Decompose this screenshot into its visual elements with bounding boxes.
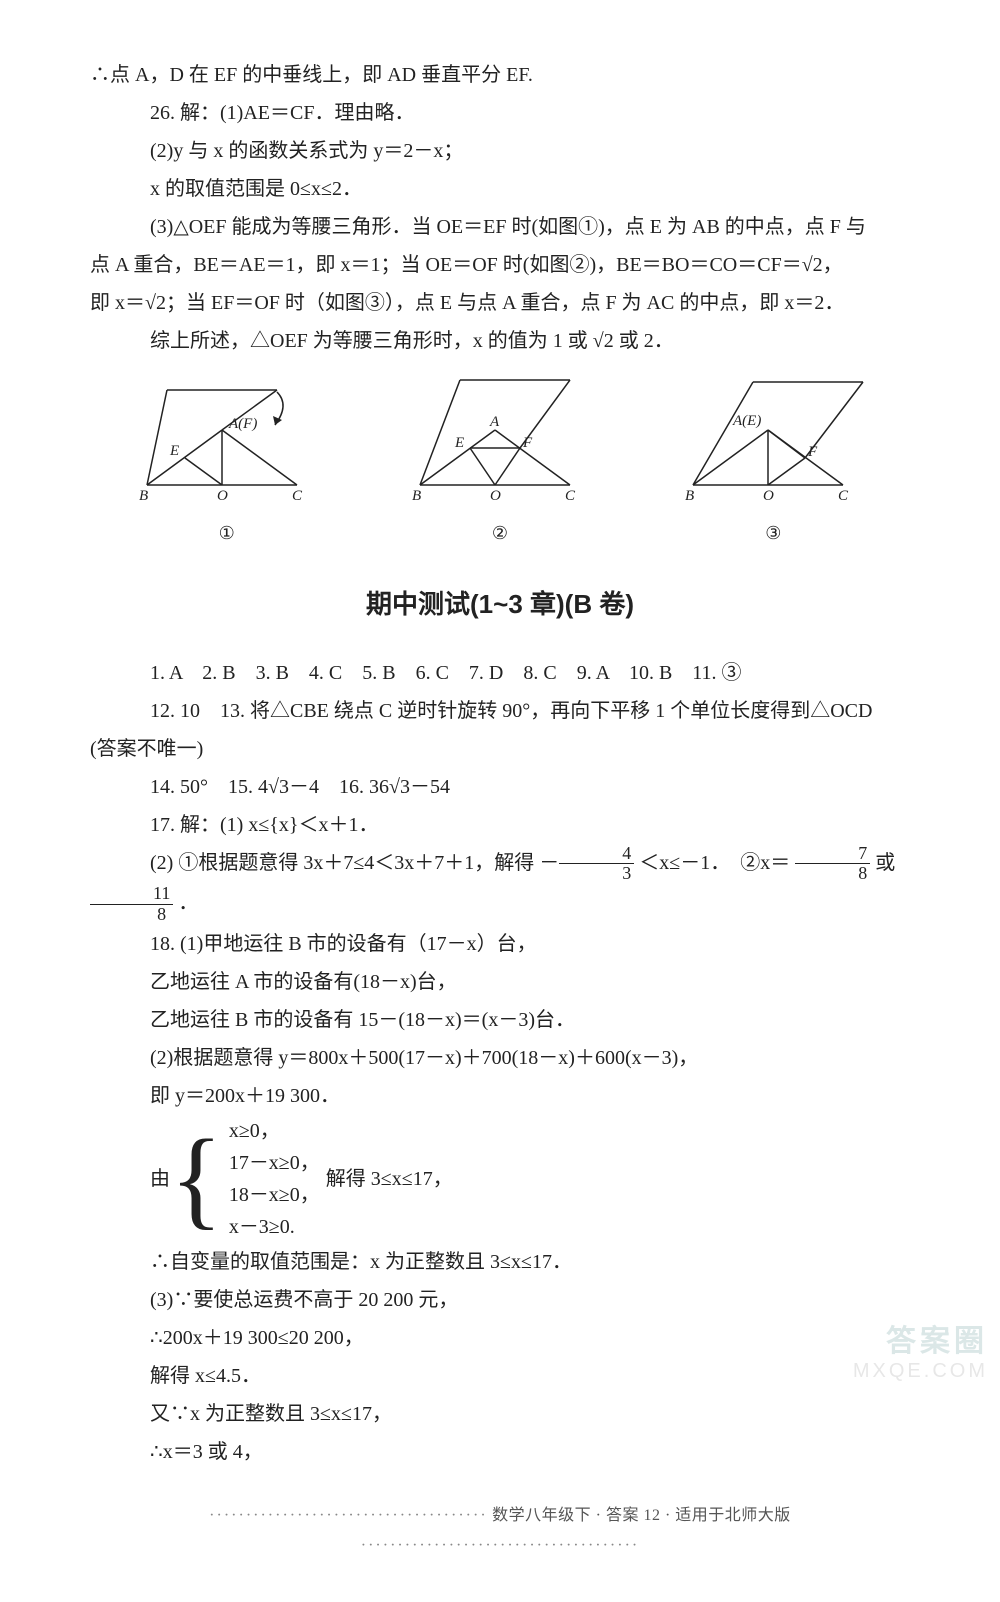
brace-lead: 由 [150,1160,170,1198]
minus-sign: － [539,852,559,874]
answer-line: (2) ①根据题意得 3x＋7≤4＜3x＋7＋1，解得 －43 ＜x≤－1． ②… [90,844,910,925]
watermark-line2: MXQE.COM [853,1360,988,1383]
brace-item: 18－x≥0， [229,1179,320,1211]
diagram-label-O: O [217,488,228,504]
answer-line: ∴x＝3 或 4， [90,1433,910,1471]
answer-line: 1. A 2. B 3. B 4. C 5. B 6. C 7. D 8. C … [90,654,910,692]
numerator: 11 [90,884,173,905]
page: ∴点 A，D 在 EF 的中垂线上，即 AD 垂直平分 EF. 26. 解：(1… [0,0,1000,1602]
brace-item: 17－x≥0， [229,1147,320,1179]
answer-line: ∴200x＋19 300≤20 200， [90,1319,910,1357]
answer-line: (3)∵要使总运费不高于 20 200 元， [90,1281,910,1319]
answer-line: 即 y＝200x＋19 300． [90,1077,910,1115]
diagram-label-E: E [454,435,464,451]
brace-content: x≥0， 17－x≥0， 18－x≥0， x－3≥0. [229,1115,320,1243]
footer-dots: ······································ [361,1537,639,1554]
diagram-label-O: O [763,488,774,504]
watermark-line1: 答案圈 [853,1316,988,1360]
brace-tail: 解得 3≤x≤17， [326,1160,453,1198]
diagram-label-A: A(E) [732,413,761,429]
answer-line: 18. (1)甲地运往 B 市的设备有（17－x）台， [90,925,910,963]
diagram-label-A: A [489,414,500,430]
brace-icon: { [170,1129,223,1228]
diagram-label-B: B [412,488,421,504]
diagram-label-B: B [139,488,148,504]
diagram-caption: ③ [673,516,873,550]
denominator: 8 [795,864,870,884]
diagram-label-A: A(F) [228,416,257,432]
text-line: 26. 解：(1)AE＝CF．理由略． [90,94,910,132]
answer-line: 12. 10 13. 将△CBE 绕点 C 逆时针旋转 90°，再向下平移 1 … [90,692,910,730]
text-line: (3)△OEF 能成为等腰三角形．当 OE＝EF 时(如图①)，点 E 为 AB… [90,208,910,246]
diagram-row: A(F) E B O C ① [90,370,910,550]
answer-line: 14. 50° 15. 4√3－4 16. 36√3－54 [90,768,910,806]
text-line: 点 A 重合，BE＝AE＝1，即 x＝1；当 OE＝OF 时(如图②)，BE＝B… [90,246,910,284]
answer-line: 17. 解：(1) x≤{x}＜x＋1． [90,806,910,844]
answer-line: 又∵x 为正整数且 3≤x≤17， [90,1395,910,1433]
diagram-label-F: F [807,444,818,460]
diagram-label-B: B [685,488,694,504]
diagram-caption: ① [127,516,327,550]
diagram-label-O: O [490,488,501,504]
diagram-2: A E F B O C ② [400,370,600,550]
diagram-3: A(E) F B O C ③ [673,370,873,550]
fraction: 43 [559,844,634,885]
diagram-caption: ② [400,516,600,550]
answer-line: 解得 x≤4.5． [90,1357,910,1395]
brace-system: 由 { x≥0， 17－x≥0， 18－x≥0， x－3≥0. 解得 3≤x≤1… [150,1115,910,1243]
diagram-label-C: C [838,488,849,504]
text: 或 [875,852,895,874]
answer-line: (答案不唯一) [90,730,910,768]
diagram-1: A(F) E B O C ① [127,370,327,550]
numerator: 4 [559,844,634,865]
brace-item: x－3≥0. [229,1211,320,1243]
answer-line: 乙地运往 A 市的设备有(18－x)台， [90,963,910,1001]
page-footer: ······································ 数… [90,1501,910,1562]
answer-line: (2)根据题意得 y＝800x＋500(17－x)＋700(18－x)＋600(… [90,1039,910,1077]
text-line: (2)y 与 x 的函数关系式为 y＝2－x； [90,132,910,170]
answer-line: ∴自变量的取值范围是：x 为正整数且 3≤x≤17． [90,1243,910,1281]
answer-line: 乙地运往 B 市的设备有 15－(18－x)＝(x－3)台． [90,1001,910,1039]
denominator: 8 [90,905,173,925]
diagram-label-F: F [522,435,533,451]
text: (2) ①根据题意得 3x＋7≤4＜3x＋7＋1，解得 [150,852,539,874]
footer-text: 数学八年级下 · 答案 12 · 适用于北师大版 [492,1507,791,1524]
text-line: ∴点 A，D 在 EF 的中垂线上，即 AD 垂直平分 EF. [90,56,910,94]
numerator: 7 [795,844,870,865]
text-line: x 的取值范围是 0≤x≤2． [90,170,910,208]
footer-dots: ······································ [209,1507,487,1524]
brace-item: x≥0， [229,1115,320,1147]
watermark: 答案圈 MXQE.COM [853,1316,988,1383]
diagram-label-E: E [169,443,179,459]
section-title: 期中测试(1~3 章)(B 卷) [90,580,910,629]
diagram-label-C: C [565,488,576,504]
fraction: 118 [90,884,173,925]
text: ． [178,892,198,914]
fraction: 78 [795,844,870,885]
diagram-label-C: C [292,488,303,504]
text-line: 即 x＝√2；当 EF＝OF 时（如图③），点 E 与点 A 重合，点 F 为 … [90,284,910,322]
text: ＜x≤－1． ②x＝ [639,852,790,874]
denominator: 3 [559,864,634,884]
text-line: 综上所述，△OEF 为等腰三角形时，x 的值为 1 或 √2 或 2． [90,322,910,360]
